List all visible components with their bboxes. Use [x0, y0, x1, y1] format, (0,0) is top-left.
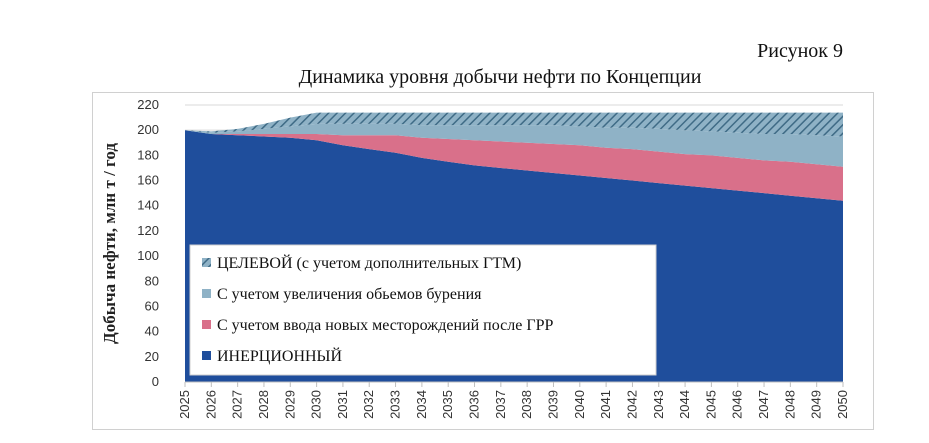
x-tick-label: 2045: [703, 390, 718, 419]
x-tick-label: 2048: [782, 390, 797, 419]
legend-swatch: [202, 351, 211, 360]
legend-swatch: [202, 258, 211, 267]
legend-box: [189, 244, 657, 376]
x-tick-label: 2047: [756, 390, 771, 419]
x-tick-label: 2036: [467, 390, 482, 419]
y-tick-label: 140: [137, 198, 159, 213]
x-tick-label: 2040: [572, 390, 587, 419]
x-tick-label: 2037: [493, 390, 508, 419]
y-tick-label: 40: [145, 324, 159, 339]
x-tick-label: 2043: [651, 390, 666, 419]
x-tick-label: 2026: [203, 390, 218, 419]
legend-label: ИНЕРЦИОННЫЙ: [217, 346, 343, 365]
x-tick-label: 2031: [335, 390, 350, 419]
legend-label: С учетом увеличения обьемов бурения: [217, 286, 482, 303]
area-series-2: [185, 123, 843, 167]
x-tick-label: 2033: [388, 390, 403, 419]
y-tick-label: 80: [145, 273, 159, 288]
y-tick-label: 0: [152, 374, 159, 389]
legend-swatch: [202, 320, 211, 329]
y-tick-label: 220: [137, 97, 159, 112]
x-tick-label: 2049: [809, 390, 824, 419]
figure-number: Рисунок 9: [757, 40, 843, 62]
x-tick-label: 2044: [677, 390, 692, 419]
area-series-3: [185, 112, 843, 137]
y-axis-label: Добыча нефти, млн т / год: [100, 143, 119, 344]
x-tick-label: 2042: [624, 390, 639, 419]
x-tick-label: 2035: [440, 390, 455, 419]
y-tick-label: 200: [137, 122, 159, 137]
x-tick-label: 2038: [519, 390, 534, 419]
x-tick-label: 2030: [309, 390, 324, 419]
x-tick-label: 2025: [177, 390, 192, 419]
legend-label: С учетом ввода новых месторождений после…: [217, 317, 553, 334]
x-tick-label: 2041: [598, 390, 613, 419]
chart-container: 0 20 40 60 80 100 120 140 160 180 200 220 2025 2026 20…: [92, 92, 874, 430]
y-tick-label: 180: [137, 147, 159, 162]
y-tick-label: 60: [145, 298, 159, 313]
y-tick-label: 20: [145, 349, 159, 364]
x-tick-label: 2032: [361, 390, 376, 419]
y-tick-label: 100: [137, 248, 159, 263]
x-tick-label: 2034: [414, 390, 429, 419]
legend-swatch: [202, 289, 211, 298]
y-tick-label: 120: [137, 223, 159, 238]
x-tick-label: 2046: [730, 390, 745, 419]
figure-title: Динамика уровня добычи нефти по Концепци…: [298, 66, 702, 88]
x-tick-label: 2028: [256, 390, 271, 419]
x-tick-label: 2050: [835, 390, 850, 419]
legend-label: ЦЕЛЕВОЙ (с учетом дополнительных ГТМ): [217, 253, 521, 272]
area-series-1: [185, 130, 843, 201]
x-tick-label: 2029: [282, 390, 297, 419]
y-tick-label: 160: [137, 173, 159, 188]
x-tick-label: 2027: [230, 390, 245, 419]
x-tick-label: 2039: [545, 390, 560, 419]
